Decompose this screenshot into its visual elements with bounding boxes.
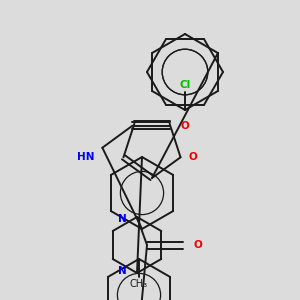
Text: HN: HN xyxy=(77,152,94,162)
Text: CH₃: CH₃ xyxy=(130,279,148,289)
Text: Cl: Cl xyxy=(179,80,191,90)
Text: O: O xyxy=(180,121,189,131)
Text: O: O xyxy=(188,152,197,162)
Text: N: N xyxy=(118,214,127,224)
Text: N: N xyxy=(118,266,127,276)
Text: O: O xyxy=(193,240,202,250)
